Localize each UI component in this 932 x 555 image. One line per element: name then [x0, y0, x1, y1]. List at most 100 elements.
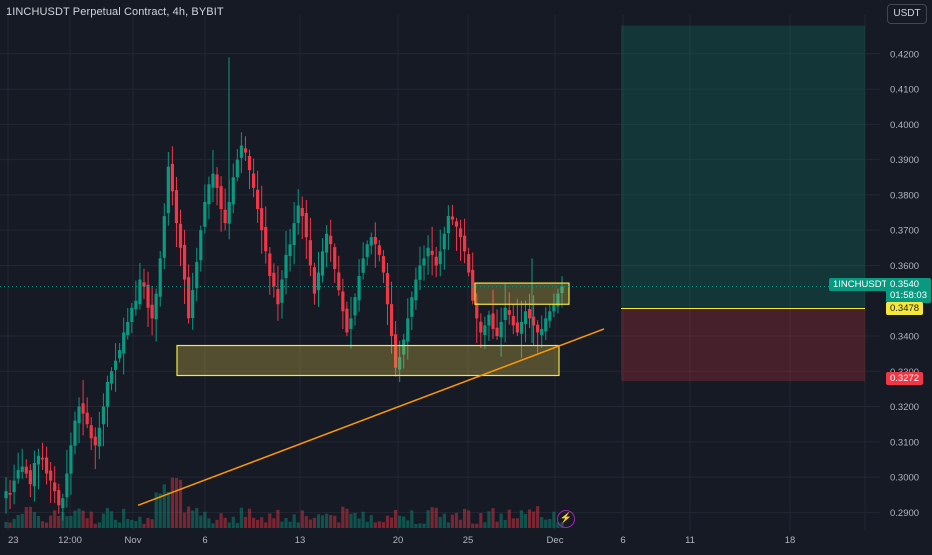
- volume-bar: [231, 516, 235, 528]
- candle-body: [458, 228, 463, 238]
- volume-bar: [65, 516, 69, 528]
- candle-body: [146, 284, 150, 308]
- volume-bar: [398, 515, 402, 528]
- volume-bar: [49, 515, 53, 528]
- candle-body: [434, 256, 438, 266]
- volume-bar: [345, 508, 349, 528]
- volume-bar: [223, 517, 227, 528]
- volume-bar: [268, 513, 272, 528]
- volume-bar: [174, 478, 179, 528]
- volume-bar: [138, 516, 142, 528]
- y-tick-label-11: 0.3000: [890, 473, 919, 484]
- volume-bar: [260, 517, 264, 528]
- volume-bar: [199, 515, 203, 528]
- support-zone: [176, 344, 560, 377]
- candle-body: [57, 490, 61, 506]
- candle-body: [515, 322, 519, 333]
- candle-body: [316, 272, 321, 291]
- candle-body: [215, 174, 219, 188]
- symbol-price-label: 1INCHUSDT.P: [829, 278, 900, 291]
- volume-bar: [101, 513, 106, 528]
- volume-bar: [122, 508, 126, 528]
- volume-bar: [130, 519, 134, 528]
- volume-bar: [527, 509, 532, 528]
- volume-bar: [458, 519, 463, 528]
- volume-bar: [146, 517, 150, 528]
- candle-body: [446, 216, 450, 234]
- x-tick-label-7: Dec: [547, 535, 564, 546]
- volume-bar: [264, 522, 268, 528]
- volume-bar: [365, 521, 369, 528]
- candle-body: [487, 314, 491, 326]
- volume-bar: [349, 513, 353, 528]
- candle-body: [93, 436, 97, 446]
- entry-price-tag: 0.3478: [886, 302, 924, 315]
- candle-body: [235, 159, 239, 178]
- candle-body: [398, 357, 402, 370]
- candle-body: [438, 251, 442, 265]
- candle-body: [527, 309, 532, 319]
- volume-bar: [414, 523, 418, 528]
- volume-bar: [333, 515, 337, 528]
- candle-body: [231, 177, 235, 205]
- x-tick-label-6: 25: [463, 535, 474, 546]
- volume-bar: [93, 523, 97, 528]
- volume-bar: [422, 523, 426, 528]
- lightning-icon[interactable]: ⚡: [557, 510, 575, 528]
- volume-bar: [44, 522, 49, 528]
- candle-body: [471, 269, 475, 301]
- volume-bar: [24, 507, 28, 528]
- volume-bar: [361, 511, 365, 528]
- candle-body: [410, 297, 414, 317]
- candle-body: [158, 258, 162, 297]
- x-tick-label-2: Nov: [125, 535, 142, 546]
- x-tick-label-4: 13: [295, 535, 306, 546]
- candle-body: [556, 293, 560, 307]
- candle-body: [308, 240, 312, 266]
- last-price-tag: 0.3540 01:58:03: [886, 278, 931, 303]
- last-price-value: 0.3540: [890, 279, 920, 290]
- candle-body: [89, 425, 93, 439]
- volume-bar: [316, 514, 321, 528]
- volume-bar: [544, 519, 548, 528]
- currency-button[interactable]: USDT: [887, 4, 927, 24]
- candle-body: [260, 208, 264, 231]
- candle-body: [65, 473, 69, 498]
- y-tick-label-0: 0.4200: [890, 49, 919, 60]
- candle-body: [105, 381, 110, 407]
- candle-body: [4, 491, 8, 499]
- candle-body: [69, 445, 73, 474]
- candle-body: [24, 466, 28, 474]
- volume-bar: [73, 510, 77, 528]
- candle-body: [223, 209, 227, 224]
- y-tick-label-10: 0.3100: [890, 437, 919, 448]
- candle-body: [552, 304, 556, 312]
- candle-body: [187, 277, 191, 319]
- trendline: [137, 328, 605, 507]
- candle-body: [426, 247, 430, 257]
- volume-bar: [85, 518, 89, 528]
- candle-body: [373, 236, 377, 245]
- volume-bar: [377, 521, 381, 528]
- candle-body: [377, 245, 381, 255]
- candle-body: [406, 318, 410, 342]
- candle-body: [548, 311, 552, 321]
- volume-bar: [166, 491, 170, 528]
- volume-bar: [158, 493, 162, 528]
- volume-bar: [40, 521, 45, 528]
- y-tick-label-9: 0.3200: [890, 402, 919, 413]
- candle-body: [191, 290, 195, 318]
- candle-body: [288, 244, 292, 257]
- volume-bar: [531, 511, 536, 528]
- volume-bar: [211, 523, 215, 528]
- volume-bar: [548, 519, 552, 528]
- volume-bar: [207, 518, 211, 528]
- candle-body: [467, 254, 471, 273]
- candle-body: [53, 482, 57, 492]
- volume-bar: [536, 506, 540, 528]
- volume-bar: [126, 518, 130, 528]
- y-tick-label-4: 0.3800: [890, 190, 919, 201]
- volume-bar: [373, 522, 377, 528]
